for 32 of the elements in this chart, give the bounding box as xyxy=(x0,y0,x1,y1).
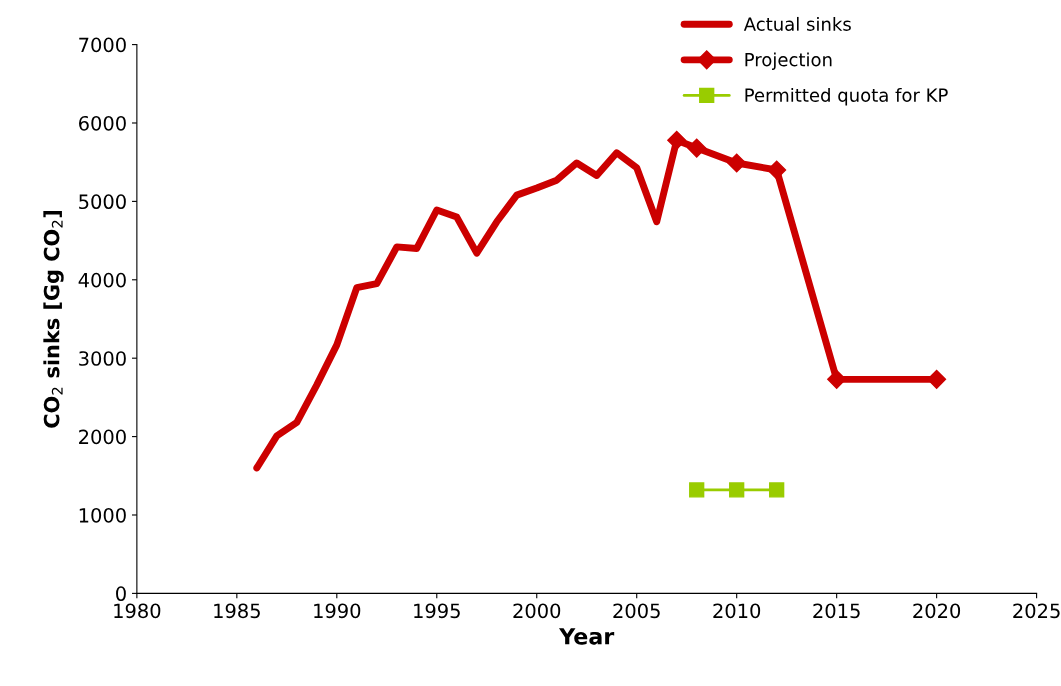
y-tick-label: 6000 xyxy=(79,115,126,131)
x-axis-title: Year xyxy=(558,628,615,645)
y-tick-label: 7000 xyxy=(79,37,126,53)
x-tick-label: 2010 xyxy=(713,603,761,619)
point xyxy=(667,130,687,150)
x-tick-label: 1995 xyxy=(414,603,460,619)
x-tick-label: 2000 xyxy=(513,603,561,619)
legend-label: Permitted quota for KP xyxy=(745,88,948,106)
y-tick-label: 5000 xyxy=(79,194,126,210)
point xyxy=(687,138,707,158)
point xyxy=(767,160,787,180)
x-tick-label: 1985 xyxy=(214,603,260,619)
point xyxy=(769,482,785,498)
y-tick-label: 0 xyxy=(116,586,126,602)
point xyxy=(727,153,747,173)
point xyxy=(927,369,947,389)
y-tick-label: 2000 xyxy=(79,429,126,445)
point xyxy=(729,482,745,498)
point xyxy=(827,369,847,389)
y-axis-title: CO$_{2}$ sinks [Gg CO$_{2}$] xyxy=(43,211,64,428)
point xyxy=(689,482,705,498)
x-tick-label: 2005 xyxy=(613,603,660,619)
y-tick-label: 4000 xyxy=(78,272,126,288)
x-tick-label: 2015 xyxy=(813,603,860,619)
x-tick-label: 2020 xyxy=(913,603,961,619)
x-tick-label: 1990 xyxy=(314,603,361,619)
x-tick-label: 2025 xyxy=(1013,603,1060,619)
legend-label: Actual sinks xyxy=(743,16,851,31)
legend-label: Projection xyxy=(745,52,832,70)
x-tick-label: 1980 xyxy=(114,603,161,619)
y-tick-label: 1000 xyxy=(79,507,126,523)
y-tick-label: 3000 xyxy=(79,351,126,366)
